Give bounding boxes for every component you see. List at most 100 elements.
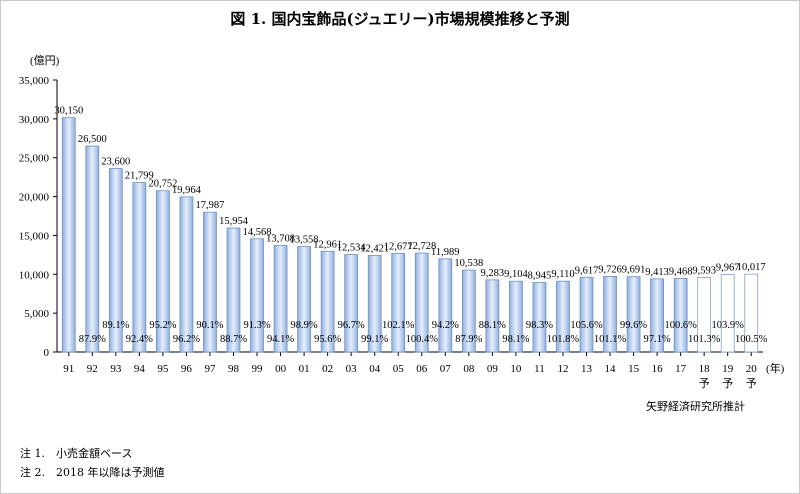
yoy-label: 98.9%: [291, 320, 318, 331]
bar: [156, 190, 170, 353]
value-label: 9,110: [551, 269, 574, 280]
value-label: 10,017: [737, 262, 766, 273]
value-label: 23,600: [101, 157, 130, 168]
source-credit: 矢野経済研究所推計: [646, 400, 745, 413]
x-tick-label: 11: [534, 363, 545, 375]
x-tick-label: 15: [628, 363, 640, 375]
value-label: 14,568: [243, 227, 272, 238]
x-tick-label: 06: [416, 363, 428, 375]
value-label: 9,593: [692, 265, 716, 276]
forecast-bar: [697, 277, 712, 353]
yoy-label: 97.1%: [644, 334, 671, 345]
bar: [250, 238, 264, 353]
bar: [485, 279, 500, 353]
bar: [273, 245, 288, 353]
bar: [203, 211, 217, 353]
x-tick-label: 17: [675, 363, 687, 375]
bars-group: [61, 117, 759, 353]
bar: [556, 280, 570, 353]
bar: [61, 117, 76, 353]
yoy-label: 94.1%: [267, 334, 294, 345]
x-tick-label: 13: [581, 363, 593, 375]
bar: [297, 246, 311, 353]
yoy-label: 99.6%: [620, 320, 647, 331]
y-tick-label: 15,000: [19, 230, 50, 242]
x-tick-label: 16: [652, 363, 664, 375]
yoy-label: 95.6%: [314, 334, 341, 345]
value-label: 9,283: [481, 268, 505, 279]
value-label: 9,967: [716, 263, 740, 274]
yoy-label: 100.6%: [664, 320, 697, 331]
forecast-mark: 予: [746, 377, 757, 390]
value-label: 9,617: [575, 265, 599, 276]
yoy-label: 98.1%: [502, 334, 529, 345]
y-tick-label: 5,000: [24, 308, 49, 320]
bar: [226, 227, 241, 353]
bar: [367, 255, 382, 353]
x-tick-label: 93: [110, 363, 122, 375]
note-1: 注 1. 小売金額ベース: [20, 447, 133, 460]
x-tick-label: 95: [157, 363, 169, 375]
yoy-label: 88.7%: [220, 334, 247, 345]
value-label: 11,989: [431, 247, 460, 258]
x-tick-label: 96: [181, 363, 193, 375]
yoy-label: 103.9%: [712, 320, 745, 331]
y-tick-label: 30,000: [19, 114, 50, 126]
bar: [132, 182, 147, 353]
value-label: 9,468: [669, 266, 693, 277]
y-unit-label: (億円): [30, 54, 60, 67]
x-tick-label: 02: [322, 363, 333, 375]
yoy-label: 100.5%: [735, 334, 768, 345]
y-axis: 0 5,000 10,000 15,000 20,000 25,000 30,000 35,0…: [19, 75, 763, 359]
x-tick-label: 94: [134, 363, 146, 375]
yoy-label: 89.1%: [102, 320, 129, 331]
value-label: 12,961: [313, 239, 342, 250]
labels-group: 30,150 91 26,500 87.9% 92 23,600 89.1% 93 21,799…: [54, 106, 767, 390]
bar: [461, 269, 476, 353]
value-label: 12,421: [360, 243, 389, 254]
yoy-label: 101.3%: [688, 334, 721, 345]
x-tick-label: 01: [299, 363, 310, 375]
forecast-bar: [720, 274, 735, 353]
y-tick-label: 25,000: [19, 153, 50, 165]
x-unit-label: (年): [766, 361, 785, 375]
value-label: 9,726: [598, 264, 622, 275]
y-tick-label: 10,000: [19, 269, 50, 281]
yoy-label: 90.1%: [196, 320, 223, 331]
bar: [108, 168, 123, 353]
forecast-mark: 予: [699, 377, 710, 390]
x-tick-label: 07: [440, 363, 452, 375]
value-label: 19,964: [172, 185, 202, 196]
bar: [391, 253, 406, 353]
value-label: 21,799: [125, 171, 154, 182]
yoy-label: 96.2%: [173, 334, 200, 345]
value-label: 10,538: [454, 258, 483, 269]
value-label: 9,413: [645, 267, 669, 278]
value-label: 9,691: [622, 265, 646, 276]
value-label: 26,500: [78, 134, 107, 145]
bar: [579, 276, 594, 353]
value-label: 12,728: [407, 241, 436, 252]
x-tick-label: 18: [699, 363, 711, 375]
bar: [438, 258, 453, 353]
yoy-label: 92.4%: [126, 334, 153, 345]
yoy-label: 101.8%: [547, 334, 580, 345]
x-tick-label: 12: [557, 363, 568, 375]
yoy-label: 102.1%: [382, 320, 415, 331]
value-label: 30,150: [54, 106, 83, 117]
yoy-label: 88.1%: [479, 320, 506, 331]
yoy-label: 87.9%: [79, 334, 106, 345]
x-tick-label: 19: [722, 363, 734, 375]
x-tick-label: 04: [369, 363, 381, 375]
x-tick-label: 20: [746, 363, 758, 375]
value-label: 8,945: [528, 270, 552, 281]
bar: [179, 196, 194, 353]
y-tick-label: 35,000: [19, 75, 50, 87]
x-tick-label: 00: [275, 363, 287, 375]
x-tick-label: 91: [63, 363, 74, 375]
value-label: 12,534: [337, 243, 367, 254]
y-tick-label: 0: [44, 347, 50, 359]
x-tick-label: 05: [393, 363, 405, 375]
value-label: 12,677: [384, 241, 413, 252]
